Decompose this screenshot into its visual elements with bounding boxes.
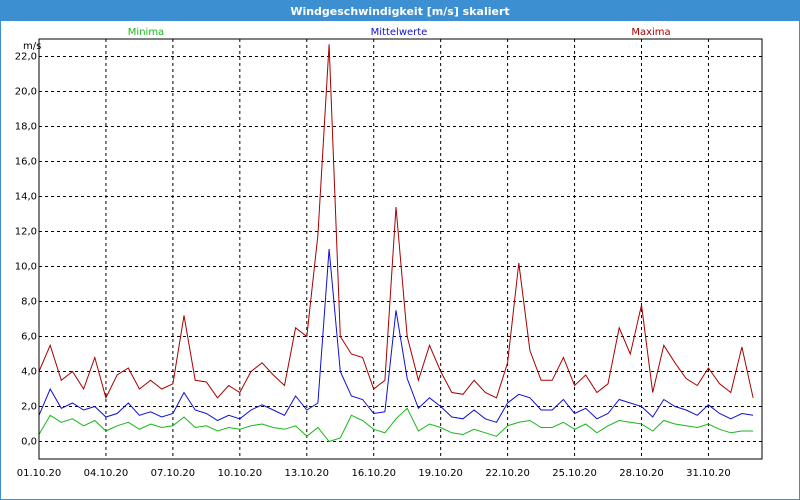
y-tick-label: 16,0	[15, 157, 37, 168]
x-tick-label: 28.10.20	[619, 468, 664, 479]
legend-mittelwerte: Mittelwerte	[371, 27, 428, 38]
y-tick-label: 2,0	[21, 402, 37, 413]
series-line-maxima	[38, 44, 754, 400]
series-lines	[38, 44, 754, 443]
plot-frame	[38, 38, 763, 460]
series-line-minima	[38, 407, 754, 443]
grid	[39, 39, 762, 459]
y-tick-label: 22,0	[15, 52, 37, 63]
x-tick-label: 13.10.20	[285, 468, 330, 479]
y-tick-label: 10,0	[15, 262, 37, 273]
x-tick-label: 07.10.20	[151, 468, 196, 479]
x-tick-label: 19.10.20	[418, 468, 463, 479]
y-tick-label: 20,0	[15, 87, 37, 98]
series-line-mittelwerte	[38, 248, 754, 423]
x-tick-label: 01.10.20	[17, 468, 62, 479]
y-tick-label: 8,0	[21, 297, 37, 308]
legend-minima: Minima	[128, 27, 164, 38]
y-tick-label: 6,0	[21, 332, 37, 343]
y-tick-label: 14,0	[15, 192, 37, 203]
y-axis-label: m/s	[23, 41, 41, 52]
x-tick-label: 25.10.20	[552, 468, 597, 479]
y-tick-label: 12,0	[15, 227, 37, 238]
window-title: Windgeschwindigkeit [m/s] skaliert	[1, 1, 799, 21]
y-tick-label: 4,0	[21, 367, 37, 378]
x-tick-label: 16.10.20	[351, 468, 396, 479]
x-tick-label: 22.10.20	[485, 468, 530, 479]
x-tick-label: 10.10.20	[218, 468, 263, 479]
y-tick-label: 0,0	[21, 437, 37, 448]
legend-maxima: Maxima	[631, 27, 670, 38]
x-tick-label: 31.10.20	[686, 468, 731, 479]
x-tick-label: 04.10.20	[84, 468, 129, 479]
y-tick-label: 18,0	[15, 122, 37, 133]
axis-ticks: 0,0 2,0 4,0 6,0 8,0 10,0 12,0 14,0 16,0 18,0 20,0 2…	[15, 52, 731, 480]
